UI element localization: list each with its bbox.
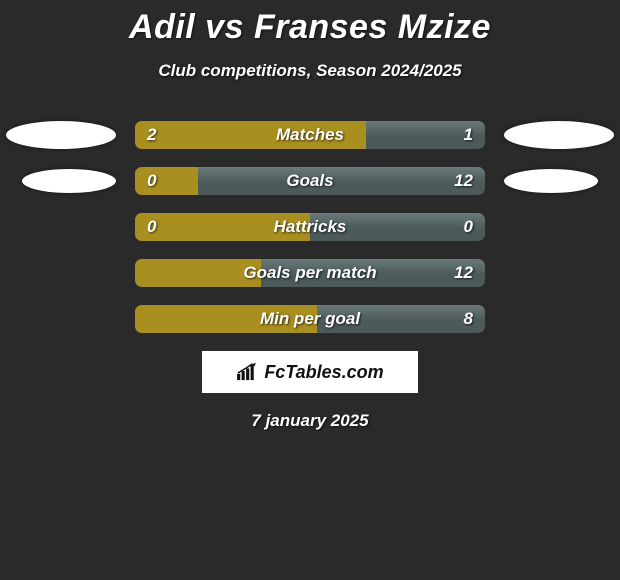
flag-slot-right [485,169,620,193]
flag-slot-left [0,169,135,193]
stat-bar: 00Hattricks [135,213,485,241]
player-flag-right [504,169,598,193]
stat-bar: 8Min per goal [135,305,485,333]
player-flag-left [6,121,116,149]
bar-fill [135,305,317,333]
bar-fill [135,167,198,195]
stat-row: 012Goals [0,167,620,195]
stat-row: 00Hattricks [0,213,620,241]
stat-row: 21Matches [0,121,620,149]
stat-row: 8Min per goal [0,305,620,333]
comparison-chart: 21Matches 012Goals 00Hattricks 12Goals per … [0,121,620,333]
flag-slot-left [0,121,135,149]
player-flag-left [22,169,116,193]
player-flag-right [504,121,614,149]
stat-bar: 12Goals per match [135,259,485,287]
date-label: 7 january 2025 [0,411,620,431]
subtitle: Club competitions, Season 2024/2025 [0,61,620,81]
chart-icon [236,363,258,381]
stat-bar: 21Matches [135,121,485,149]
stat-bar: 012Goals [135,167,485,195]
brand-label: FcTables.com [264,362,383,383]
bar-fill [135,213,310,241]
brand-badge[interactable]: FcTables.com [202,351,418,393]
flag-slot-right [485,121,620,149]
bar-fill [135,259,261,287]
bar-fill [135,121,366,149]
stat-row: 12Goals per match [0,259,620,287]
page-title: Adil vs Franses Mzize [0,0,620,47]
